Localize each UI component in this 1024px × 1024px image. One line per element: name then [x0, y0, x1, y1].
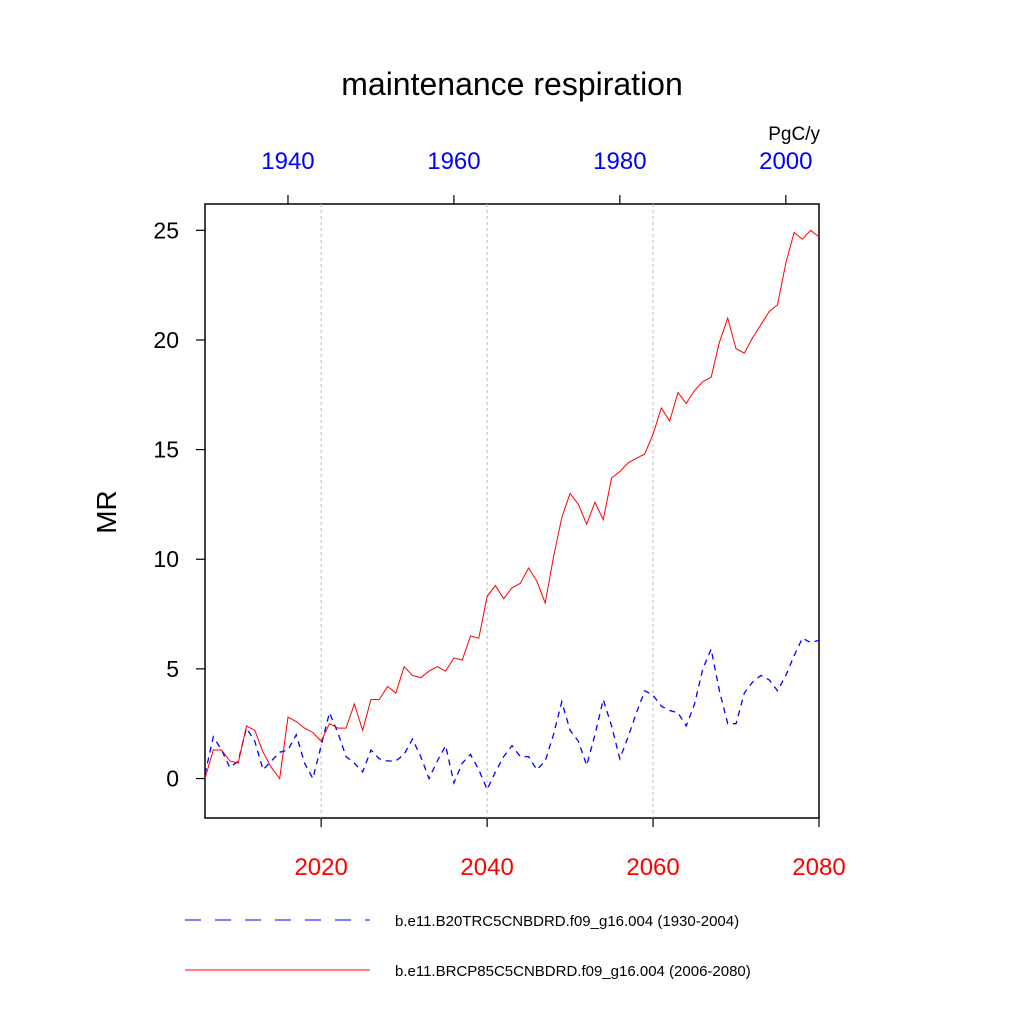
chart-title: maintenance respiration: [341, 66, 683, 102]
x-tick-label: 2080: [792, 854, 845, 881]
y-tick-label: 5: [166, 656, 179, 682]
x-tick-label: 2040: [460, 854, 513, 881]
series-line: [204, 637, 820, 792]
y-tick-label: 20: [153, 327, 179, 353]
y-axis-label: MR: [91, 490, 122, 534]
units-label: PgC/y: [768, 124, 820, 145]
y-tick-label: 15: [153, 437, 179, 463]
y-tick-label: 25: [153, 217, 179, 243]
x2-tick-label: 1940: [261, 148, 314, 175]
y-tick-label: 10: [153, 546, 179, 572]
plot-frame: [204, 203, 820, 819]
x-tick-label: 2060: [626, 854, 679, 881]
legend-label: b.e11.B20TRC5CNBDRD.f09_g16.004 (1930-20…: [395, 913, 739, 930]
legend-label: b.e11.BRCP85C5CNBDRD.f09_g16.004 (2006-2…: [395, 963, 751, 980]
x2-tick-label: 1980: [593, 148, 646, 175]
x-tick-label: 2020: [294, 854, 347, 881]
x2-tick-label: 2000: [759, 148, 812, 175]
series-line: [204, 229, 820, 780]
x2-tick-label: 1960: [427, 148, 480, 175]
y-tick-label: 0: [166, 766, 179, 792]
